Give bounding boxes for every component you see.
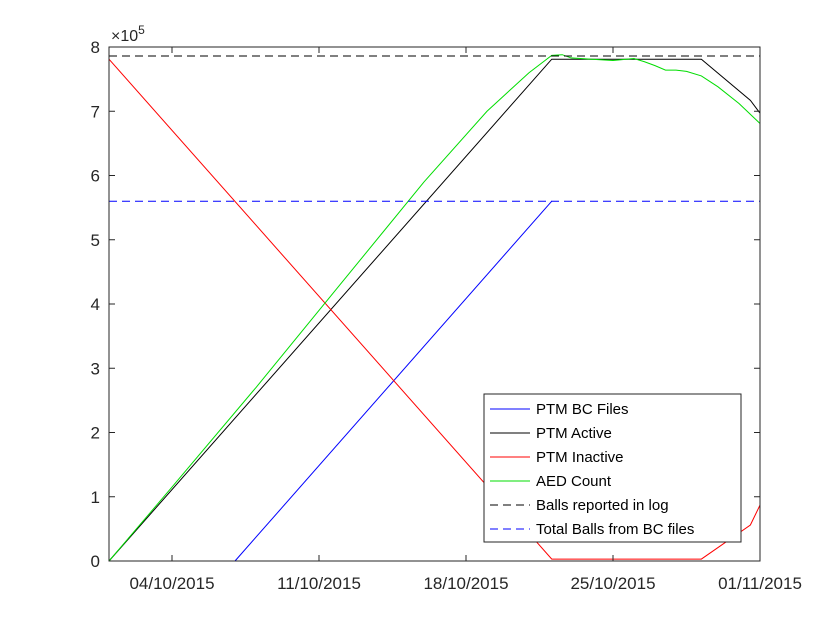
y-tick-label: 0 <box>91 552 100 571</box>
legend-label-ptm-active: PTM Active <box>536 425 612 442</box>
legend-label-aed-count: AED Count <box>536 473 612 490</box>
y-tick-label: 7 <box>91 102 100 121</box>
y-tick-label: 8 <box>91 38 100 57</box>
y-tick-label: 6 <box>91 167 100 186</box>
x-tick-label: 01/11/2015 <box>718 574 802 593</box>
x-axis-ticks: 04/10/2015 11/10/2015 18/10/2015 25/10/2015… <box>129 47 802 593</box>
y-exponent-power: 5 <box>138 23 145 37</box>
y-tick-label: 4 <box>91 295 100 314</box>
series-ptm-bc-files <box>234 200 553 562</box>
legend-label-total-balls-from-bc-files: Total Balls from BC files <box>536 521 694 538</box>
legend-label-balls-reported-in-log: Balls reported in log <box>536 497 669 514</box>
y-tick-label: 5 <box>91 231 100 250</box>
y-exponent-label: ×105 <box>111 23 145 45</box>
series-layer <box>108 54 761 562</box>
legend-box <box>483 393 742 543</box>
legend: PTM BC Files PTM Active PTM Inactive AED Co… <box>483 393 742 543</box>
y-tick-label: 2 <box>91 424 100 443</box>
y-tick-label: 3 <box>91 359 100 378</box>
legend-label-ptm-bc-files: PTM BC Files <box>536 401 629 418</box>
x-tick-label: 04/10/2015 <box>129 574 214 593</box>
x-tick-label: 25/10/2015 <box>570 574 655 593</box>
x-tick-label: 11/10/2015 <box>277 574 361 593</box>
series-aed-count <box>108 54 761 562</box>
series-ptm-inactive <box>108 58 761 560</box>
legend-label-ptm-inactive: PTM Inactive <box>536 449 624 466</box>
y-axis-ticks: 0 1 2 3 4 5 6 7 8 <box>91 38 760 571</box>
x-tick-label: 18/10/2015 <box>423 574 508 593</box>
y-tick-label: 1 <box>91 488 100 507</box>
series-ptm-active <box>108 58 761 562</box>
